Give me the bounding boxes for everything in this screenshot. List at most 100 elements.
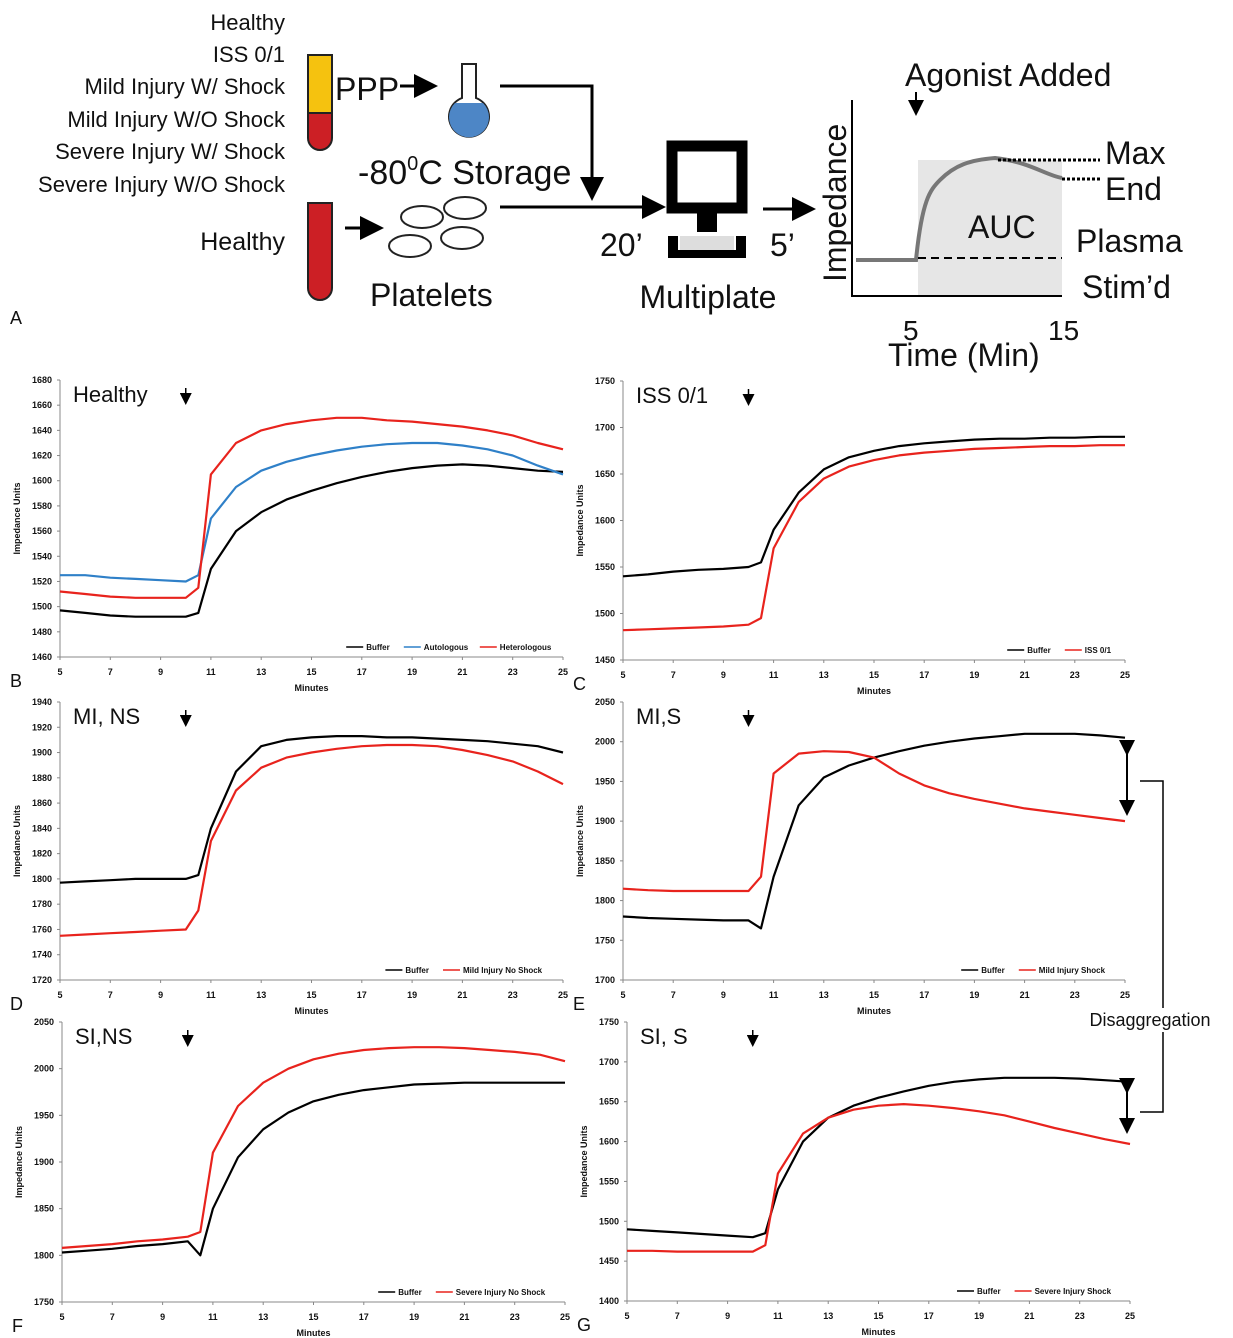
- x-tick-label: 7: [110, 1312, 115, 1322]
- y-tick-label: 2000: [34, 1064, 54, 1074]
- series-line: [622, 732, 1126, 930]
- y-axis-label: Impedance Units: [14, 1126, 24, 1198]
- x-tick-label: 15: [869, 990, 879, 1000]
- legend-label: Buffer: [977, 1287, 1001, 1296]
- series-line: [59, 416, 564, 599]
- x-tick-label: 21: [457, 990, 467, 1000]
- annotation: Disaggregation: [1089, 1010, 1210, 1030]
- inset-xtick: 5: [903, 315, 919, 346]
- platelets-icon: [388, 196, 487, 258]
- chart: 1450 1500 1550 1600 1650 1700 1750 5 7 9 11 13 15 17 1…: [573, 376, 1130, 696]
- x-tick-label: 9: [721, 670, 726, 680]
- x-tick-label: 13: [819, 990, 829, 1000]
- x-tick-label: 11: [769, 990, 779, 1000]
- x-tick-label: 9: [721, 990, 726, 1000]
- panel-letter: A: [10, 308, 22, 328]
- x-tick-label: 25: [1120, 990, 1130, 1000]
- plasma-label: Plasma: [1076, 223, 1183, 259]
- inset-ylabel: Impedance: [817, 124, 853, 282]
- y-tick-label: 1900: [34, 1157, 54, 1167]
- x-tick-label: 23: [1070, 670, 1080, 680]
- donor-label: Healthy: [200, 228, 285, 256]
- x-tick-label: 5: [59, 1312, 64, 1322]
- axes: [59, 380, 563, 658]
- y-tick-label: 2050: [34, 1017, 54, 1027]
- y-tick-label: 1640: [32, 425, 52, 435]
- arrow: [500, 84, 604, 201]
- time-label: 20’: [600, 227, 643, 263]
- x-tick-label: 11: [773, 1311, 783, 1321]
- ppp-label: PPP: [335, 71, 399, 107]
- x-tick-label: 17: [357, 990, 367, 1000]
- axes: [61, 1022, 565, 1303]
- x-tick-label: 5: [624, 1311, 629, 1321]
- chart: 1460 1480 1500 1520 1540 1560 1580 1600 1620 1640…: [10, 375, 568, 693]
- series-line: [627, 1103, 1131, 1253]
- y-tick-label: 1660: [32, 400, 52, 410]
- panel-letter: B: [10, 671, 22, 691]
- y-axis-label: Impedance Units: [12, 805, 22, 877]
- x-tick-label: 17: [919, 990, 929, 1000]
- chart-title: SI,NS: [75, 1024, 132, 1049]
- legend-label: Buffer: [398, 1288, 422, 1297]
- x-tick-label: 21: [457, 667, 467, 677]
- inset-curve: [856, 155, 1063, 262]
- device-label: Multiplate: [640, 279, 777, 315]
- y-tick-label: 1550: [599, 1176, 619, 1186]
- inset-axes: [851, 100, 1062, 297]
- x-tick-label: 13: [819, 670, 829, 680]
- x-tick-label: 11: [206, 990, 216, 1000]
- y-tick-label: 1600: [32, 476, 52, 486]
- x-axis-label: Minutes: [857, 686, 891, 696]
- series-line: [59, 735, 564, 884]
- x-tick-label: 25: [560, 1312, 570, 1322]
- flask-fill: [449, 103, 489, 138]
- y-tick-label: 1750: [34, 1297, 54, 1307]
- x-tick-label: 7: [671, 670, 676, 680]
- y-tick-label: 1500: [599, 1216, 619, 1226]
- axes: [626, 1022, 1130, 1302]
- y-tick-label: 1580: [32, 501, 52, 511]
- device-cup: [680, 236, 734, 250]
- auc-area: [918, 160, 1062, 296]
- x-tick-label: 19: [407, 990, 417, 1000]
- chart: 1750 1800 1850 1900 1950 2000 2050 5 7 9 11 13 15 17 1…: [12, 1017, 570, 1338]
- group-label: Mild Injury W/O Shock: [67, 107, 286, 132]
- device-screen: [666, 140, 748, 214]
- device-base: [668, 236, 746, 258]
- x-axis-label: Minutes: [296, 1328, 330, 1338]
- x-tick-label: 7: [108, 990, 113, 1000]
- y-tick-label: 1740: [32, 950, 52, 960]
- x-tick-label: 17: [357, 667, 367, 677]
- y-tick-label: 1750: [599, 1017, 619, 1027]
- x-tick-label: 13: [823, 1311, 833, 1321]
- x-tick-label: 21: [1024, 1311, 1034, 1321]
- x-tick-label: 25: [558, 990, 568, 1000]
- x-tick-label: 5: [620, 990, 625, 1000]
- series-line: [59, 743, 564, 937]
- x-tick-label: 15: [873, 1311, 883, 1321]
- panel-letter: E: [573, 994, 585, 1014]
- end-label: End: [1105, 171, 1162, 207]
- legend-label: Buffer: [366, 643, 390, 652]
- y-tick-label: 1520: [32, 576, 52, 586]
- x-tick-label: 25: [558, 667, 568, 677]
- inset-xtick: 15: [1048, 315, 1079, 346]
- y-axis-label: Impedance Units: [579, 1125, 589, 1197]
- x-tick-label: 19: [969, 670, 979, 680]
- series-line: [622, 435, 1125, 578]
- y-tick-label: 2050: [595, 697, 615, 707]
- series-line: [61, 1046, 566, 1249]
- y-tick-label: 1620: [32, 451, 52, 461]
- x-tick-label: 17: [359, 1312, 369, 1322]
- x-tick-label: 19: [407, 667, 417, 677]
- x-tick-label: 9: [160, 1312, 165, 1322]
- chart: 1400 1450 1500 1550 1600 1650 1700 1750 5 7 9 11 13 1…: [577, 1017, 1135, 1337]
- chart: 1700 1750 1800 1850 1900 1950 2000 2050 5 7 9 11 13 1…: [573, 697, 1130, 1016]
- series-line: [622, 750, 1126, 893]
- y-tick-label: 1860: [32, 798, 52, 808]
- series-line: [626, 1076, 1131, 1239]
- y-tick-label: 1720: [32, 975, 52, 985]
